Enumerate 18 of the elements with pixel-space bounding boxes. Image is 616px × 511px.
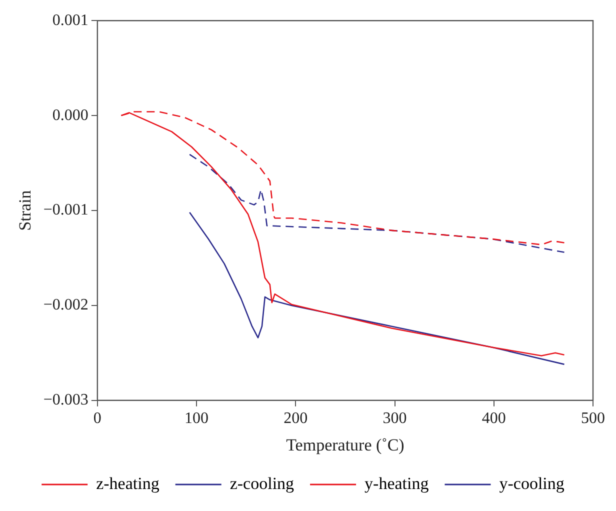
x-axis-title: Temperature (˚C) — [286, 435, 404, 454]
y-tick-label: −0.001 — [43, 202, 88, 219]
x-tick-label: 0 — [93, 410, 102, 428]
legend-label: y-cooling — [499, 474, 565, 493]
y-tick-label: 0.001 — [52, 12, 88, 29]
y-axis-title: Strain — [16, 190, 35, 231]
legend-label: z-cooling — [230, 474, 295, 493]
x-tick-label: 400 — [482, 410, 506, 428]
legend-label: y-heating — [364, 474, 430, 493]
x-tick-label: 500 — [581, 410, 605, 428]
y-tick-label: 0.000 — [52, 106, 88, 124]
x-tick-label: 300 — [382, 410, 407, 428]
legend-label: z-heating — [96, 474, 160, 493]
line-series — [188, 154, 565, 253]
x-tick-label: 100 — [184, 410, 209, 428]
y-tick-label: −0.003 — [43, 392, 88, 409]
x-tick-label: 200 — [284, 410, 308, 428]
y-tick-label: −0.002 — [43, 296, 88, 314]
